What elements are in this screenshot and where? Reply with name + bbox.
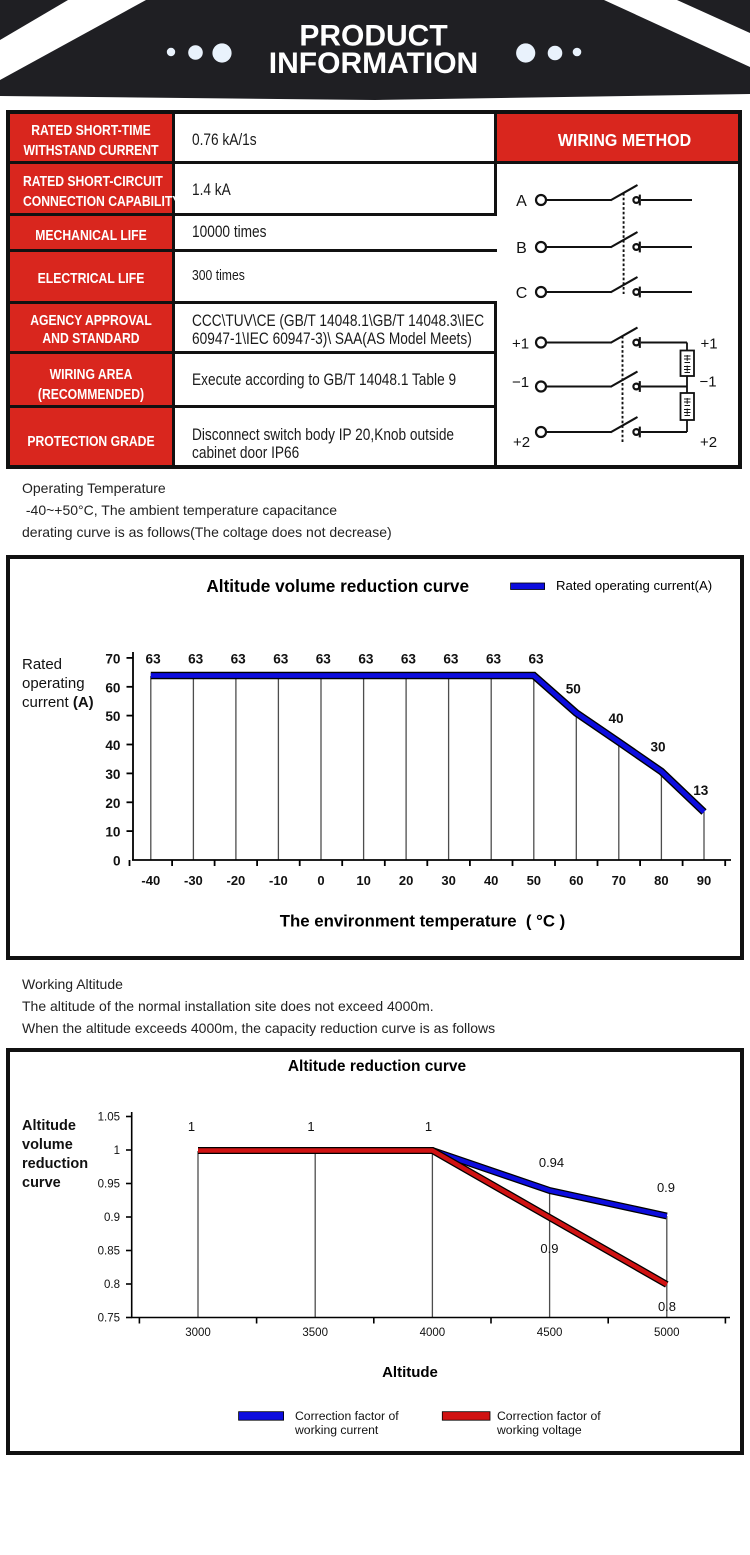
svg-text:3000: 3000 [185,1327,211,1339]
svg-text:63: 63 [401,652,417,667]
svg-text:3500: 3500 [302,1327,328,1339]
svg-text:0: 0 [113,854,121,869]
svg-text:30: 30 [650,740,665,755]
svg-text:63: 63 [273,652,289,667]
svg-text:Altitude volume reduction curv: Altitude volume reduction curve [206,576,469,596]
svg-text:current (A): current (A) [22,694,94,711]
svg-text:1: 1 [425,1119,432,1134]
svg-text:volume: volume [22,1137,73,1153]
svg-text:Correction factor of: Correction factor of [497,1409,601,1423]
svg-text:+2: +2 [700,434,717,451]
svg-text:+2: +2 [513,434,530,451]
svg-text:70: 70 [612,873,626,888]
svg-text:60: 60 [569,873,583,888]
svg-text:60: 60 [105,680,120,695]
svg-text:0.9: 0.9 [540,1241,558,1256]
svg-text:10: 10 [356,873,370,888]
svg-text:0.75: 0.75 [98,1313,120,1325]
svg-text:B: B [516,240,527,257]
svg-text:-20: -20 [227,873,246,888]
svg-text:1: 1 [307,1119,314,1134]
svg-text:Correction factor of: Correction factor of [295,1409,399,1423]
svg-text:5000: 5000 [654,1327,680,1339]
svg-text:Altitude: Altitude [382,1364,438,1381]
svg-text:40: 40 [105,738,120,753]
svg-text:The environment temperature (: The environment temperature ( °C ) [280,912,566,931]
svg-text:A: A [516,193,527,210]
svg-text:−1: −1 [699,374,716,391]
svg-text:63: 63 [528,652,544,667]
svg-text:−1: −1 [512,374,529,391]
svg-text:30: 30 [105,767,120,782]
svg-text:curve: curve [22,1175,61,1191]
svg-text:50: 50 [105,709,120,724]
svg-text:working voltage: working voltage [496,1423,582,1437]
svg-text:-40: -40 [141,873,160,888]
svg-text:1: 1 [188,1119,195,1134]
svg-text:+1: +1 [700,336,717,353]
svg-text:1: 1 [114,1145,120,1157]
svg-text:90: 90 [697,873,711,888]
svg-text:0.8: 0.8 [658,1299,676,1314]
svg-text:10: 10 [105,825,120,840]
svg-text:50: 50 [566,681,581,696]
svg-text:C: C [516,285,528,302]
svg-text:0.8: 0.8 [104,1279,120,1291]
svg-text:operating: operating [22,675,85,692]
svg-text:1.05: 1.05 [98,1112,120,1124]
svg-text:40: 40 [608,711,623,726]
svg-text:20: 20 [105,796,120,811]
svg-text:working current: working current [294,1423,379,1437]
svg-text:0: 0 [317,873,324,888]
svg-text:4000: 4000 [420,1327,446,1339]
svg-text:0.95: 0.95 [98,1179,120,1191]
svg-text:Altitude: Altitude [22,1118,76,1134]
svg-text:Rated: Rated [22,656,62,673]
svg-text:63: 63 [358,652,374,667]
svg-text:+1: +1 [512,336,529,353]
svg-text:63: 63 [231,652,247,667]
svg-text:63: 63 [146,652,162,667]
svg-text:0.94: 0.94 [539,1155,564,1170]
svg-text:Altitude reduction curve: Altitude reduction curve [288,1058,467,1075]
svg-text:63: 63 [316,652,332,667]
svg-text:63: 63 [188,652,204,667]
svg-text:Rated operating current(A): Rated operating current(A) [556,578,712,593]
svg-text:PRODUCT: PRODUCT [299,20,447,53]
svg-text:13: 13 [693,783,709,798]
svg-text:-30: -30 [184,873,203,888]
svg-text:INFORMATION: INFORMATION [269,47,478,80]
svg-text:0.85: 0.85 [98,1246,120,1258]
svg-text:4500: 4500 [537,1327,563,1339]
svg-text:50: 50 [527,873,541,888]
svg-text:20: 20 [399,873,413,888]
svg-text:30: 30 [441,873,455,888]
svg-text:-10: -10 [269,873,288,888]
svg-text:63: 63 [486,652,502,667]
svg-text:80: 80 [654,873,668,888]
svg-text:0.9: 0.9 [104,1212,120,1224]
svg-text:0.9: 0.9 [657,1180,675,1195]
svg-text:70: 70 [105,652,120,667]
svg-text:63: 63 [443,652,459,667]
svg-text:reduction: reduction [22,1156,88,1172]
svg-text:40: 40 [484,873,498,888]
